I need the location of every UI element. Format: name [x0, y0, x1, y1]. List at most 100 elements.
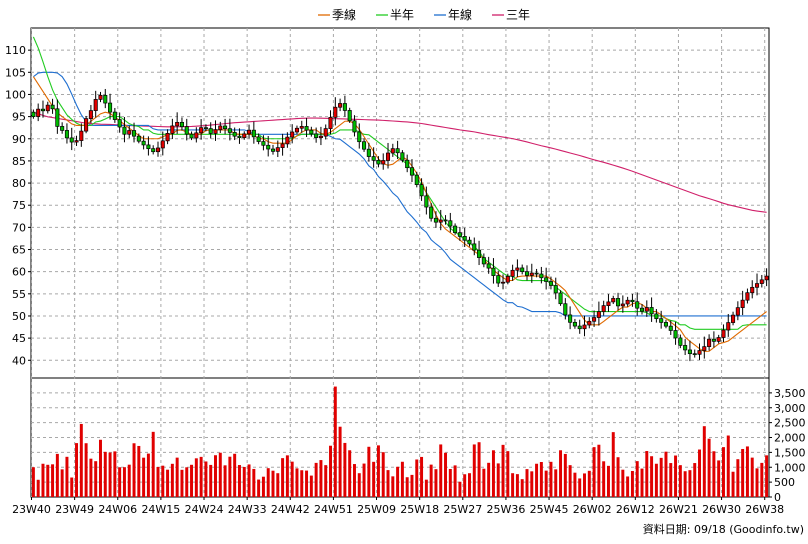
volume-bar-109	[554, 469, 558, 497]
candle-15	[103, 88, 108, 109]
volume-bar-104	[530, 471, 534, 497]
candle-83	[429, 202, 434, 222]
volume-bar-143	[717, 460, 721, 497]
candle-124	[625, 296, 630, 307]
candle-130	[654, 309, 659, 323]
candle-26	[155, 141, 161, 157]
x-tick-label-16: 26W30	[702, 503, 741, 516]
candle-153	[764, 268, 769, 287]
candle-125	[630, 293, 635, 307]
candle-89	[457, 227, 462, 241]
candle-42	[232, 127, 237, 141]
x-tick-label-1: 23W49	[55, 503, 94, 516]
price-tick-label-2: 50	[12, 310, 26, 323]
volume-bar-75	[391, 476, 395, 497]
volume-bar-94	[482, 468, 486, 497]
volume-bar-112	[568, 465, 572, 497]
volume-bar-44	[242, 466, 246, 497]
candle-75	[390, 143, 395, 157]
volume-bar-7	[65, 456, 69, 497]
candle-62	[328, 110, 333, 135]
candle-102	[520, 264, 525, 275]
candle-129	[649, 297, 654, 322]
candle-43	[237, 128, 242, 144]
volume-bar-1	[36, 479, 40, 497]
candle-98	[501, 274, 506, 290]
candle-76	[395, 140, 400, 160]
candle-68	[357, 123, 362, 149]
candle-148	[740, 290, 745, 316]
volume-tick-label-2: 1,000	[774, 461, 806, 474]
candle-51	[275, 140, 280, 158]
candle-41	[227, 118, 232, 141]
volume-bar-9	[75, 443, 79, 497]
candle-63	[333, 97, 338, 126]
x-tick-label-13: 26W02	[573, 503, 612, 516]
volume-bar-27	[161, 465, 165, 497]
volume-bar-38	[214, 455, 217, 497]
candle-88	[453, 223, 458, 235]
price-tick-label-7: 75	[12, 199, 26, 212]
candle-120	[606, 294, 611, 312]
volume-bar-100	[511, 473, 515, 497]
volume-bar-137	[688, 470, 692, 497]
candle-56	[299, 120, 304, 133]
volume-bar-110	[559, 450, 563, 497]
volume-bar-70	[367, 446, 371, 497]
volume-bar-0	[31, 467, 35, 497]
x-tick-label-3: 24W15	[141, 503, 180, 516]
candle-40	[223, 118, 228, 135]
volume-bar-153	[765, 455, 769, 497]
volume-bar-138	[693, 463, 697, 497]
candle-23	[141, 135, 146, 150]
volume-bar-111	[563, 453, 567, 497]
candle-78	[405, 154, 410, 173]
candle-4	[50, 98, 55, 114]
volume-bar-74	[386, 470, 390, 497]
legend-label-0: 季線	[332, 7, 356, 22]
candle-143	[716, 334, 721, 344]
candle-110	[558, 290, 563, 306]
volume-bar-13	[94, 461, 98, 497]
volume-bar-15	[103, 451, 107, 497]
candle-109	[553, 277, 558, 300]
volume-bar-46	[252, 468, 256, 497]
volume-bar-63	[333, 386, 337, 497]
volume-bar-144	[721, 447, 725, 497]
candle-38	[213, 120, 218, 141]
candle-45	[247, 124, 252, 139]
volume-tick-label-6: 3,000	[774, 402, 806, 415]
candle-2	[40, 100, 45, 118]
volume-bar-148	[741, 448, 745, 497]
candle-69	[362, 138, 367, 152]
volume-bar-31	[180, 469, 184, 497]
volume-bar-65	[343, 442, 347, 497]
candle-9	[74, 135, 79, 146]
candle-85	[438, 209, 443, 231]
volume-bar-134	[674, 455, 678, 497]
volume-tick-label-4: 2,000	[774, 432, 806, 445]
volume-bar-84	[434, 469, 438, 497]
candle-18	[117, 112, 122, 133]
candle-54	[290, 124, 295, 144]
volume-bar-51	[276, 473, 280, 497]
ma-year-line	[33, 71, 767, 317]
candle-65	[342, 95, 347, 117]
legend-label-3: 三年	[506, 8, 530, 22]
volume-bar-12	[89, 458, 93, 497]
candle-36	[203, 124, 208, 132]
price-tick-label-14: 110	[5, 44, 26, 57]
volume-bar-85	[439, 444, 443, 497]
candle-128	[644, 300, 649, 317]
candle-101	[515, 259, 520, 278]
candle-19	[122, 116, 127, 143]
volume-bar-45	[247, 464, 251, 497]
volume-bar-47	[257, 479, 261, 497]
volume-bar-106	[539, 462, 543, 497]
price-tick-label-12: 100	[5, 88, 26, 101]
candle-132	[663, 319, 668, 329]
candle-79	[409, 159, 414, 183]
price-tick-label-9: 85	[12, 155, 26, 168]
volume-bar-49	[266, 468, 270, 497]
